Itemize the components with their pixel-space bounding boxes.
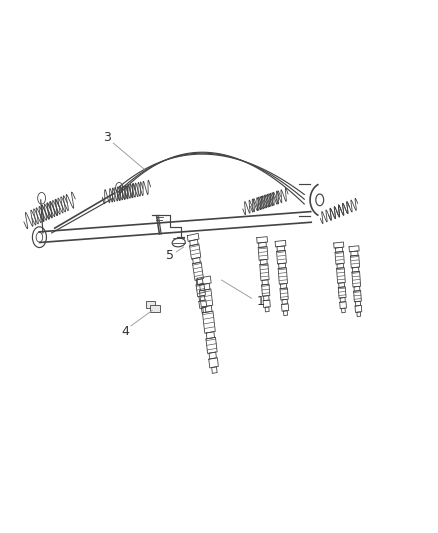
Text: 4: 4 [121, 325, 129, 338]
Text: 5: 5 [166, 249, 174, 262]
Bar [150, 305, 160, 312]
Text: 1: 1 [257, 295, 265, 308]
Ellipse shape [172, 238, 185, 247]
Text: 3: 3 [103, 131, 111, 144]
Bar [146, 301, 155, 308]
